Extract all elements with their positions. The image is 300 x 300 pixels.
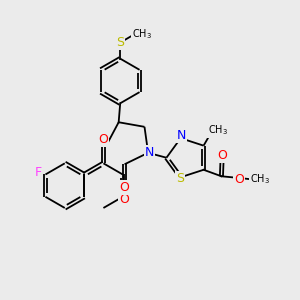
Text: N: N <box>177 129 186 142</box>
Text: CH$_3$: CH$_3$ <box>208 124 228 137</box>
Text: F: F <box>35 167 42 179</box>
Text: CH$_3$: CH$_3$ <box>132 27 152 41</box>
Text: S: S <box>176 172 184 185</box>
Text: O: O <box>120 182 130 194</box>
Text: O: O <box>119 193 129 206</box>
Text: S: S <box>116 36 124 49</box>
Text: CH$_3$: CH$_3$ <box>250 172 270 186</box>
Text: N: N <box>145 146 154 159</box>
Text: O: O <box>217 149 227 162</box>
Text: O: O <box>98 133 108 146</box>
Text: O: O <box>234 173 244 186</box>
